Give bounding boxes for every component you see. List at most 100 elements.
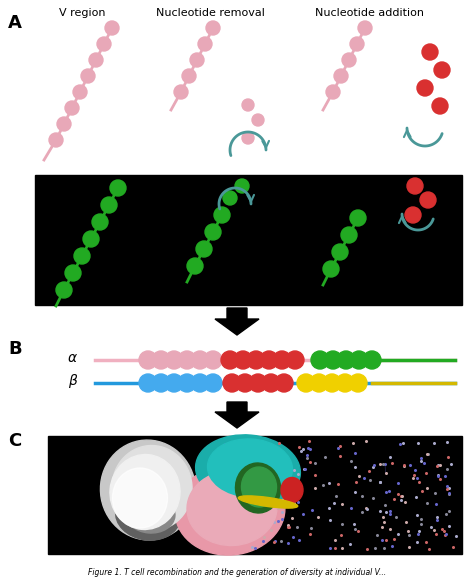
Circle shape	[204, 374, 222, 392]
Circle shape	[204, 351, 222, 369]
Circle shape	[81, 69, 95, 83]
Ellipse shape	[112, 468, 167, 528]
Circle shape	[178, 374, 196, 392]
Bar	[48, 436, 462, 554]
Text: C: C	[8, 432, 21, 450]
Bar	[35, 175, 462, 305]
Text: V region: V region	[59, 8, 105, 18]
Circle shape	[198, 37, 212, 51]
Circle shape	[349, 374, 367, 392]
Circle shape	[249, 374, 267, 392]
Circle shape	[73, 85, 87, 99]
Ellipse shape	[125, 495, 175, 533]
Circle shape	[174, 85, 188, 99]
Circle shape	[97, 37, 111, 51]
Circle shape	[178, 351, 196, 369]
Circle shape	[139, 351, 157, 369]
Circle shape	[191, 351, 209, 369]
Circle shape	[206, 21, 220, 35]
Circle shape	[323, 374, 341, 392]
Circle shape	[363, 351, 381, 369]
Circle shape	[247, 351, 265, 369]
Circle shape	[342, 53, 356, 67]
Circle shape	[252, 114, 264, 126]
Text: Nucleotide addition: Nucleotide addition	[316, 8, 425, 18]
Circle shape	[235, 179, 249, 193]
Ellipse shape	[281, 477, 303, 503]
Circle shape	[273, 351, 291, 369]
Ellipse shape	[100, 440, 196, 540]
Ellipse shape	[196, 435, 301, 505]
Circle shape	[407, 178, 423, 194]
Circle shape	[324, 351, 342, 369]
Circle shape	[223, 191, 237, 205]
Ellipse shape	[187, 470, 277, 546]
Circle shape	[49, 133, 63, 147]
Circle shape	[242, 132, 254, 144]
Circle shape	[105, 21, 119, 35]
Circle shape	[323, 261, 339, 277]
Circle shape	[139, 374, 157, 392]
Circle shape	[92, 214, 108, 230]
Circle shape	[152, 374, 170, 392]
Ellipse shape	[236, 463, 281, 513]
Circle shape	[350, 210, 366, 226]
Circle shape	[65, 265, 81, 281]
Circle shape	[196, 241, 212, 257]
Circle shape	[311, 351, 329, 369]
Circle shape	[434, 62, 450, 78]
Circle shape	[242, 99, 254, 111]
Text: B: B	[8, 340, 22, 358]
Circle shape	[334, 69, 348, 83]
Circle shape	[358, 21, 372, 35]
Circle shape	[420, 192, 436, 208]
Circle shape	[165, 351, 183, 369]
Ellipse shape	[175, 465, 285, 555]
Ellipse shape	[238, 496, 298, 508]
Circle shape	[350, 37, 364, 51]
Circle shape	[152, 351, 170, 369]
Circle shape	[297, 374, 315, 392]
Circle shape	[260, 351, 278, 369]
Circle shape	[187, 258, 203, 274]
Circle shape	[422, 44, 438, 60]
Circle shape	[326, 85, 340, 99]
Text: A: A	[8, 14, 22, 32]
Circle shape	[191, 374, 209, 392]
Text: Nucleotide removal: Nucleotide removal	[155, 8, 264, 18]
Ellipse shape	[208, 439, 292, 497]
Circle shape	[262, 374, 280, 392]
Circle shape	[417, 80, 433, 96]
Circle shape	[341, 227, 357, 243]
Ellipse shape	[112, 445, 192, 531]
Circle shape	[405, 207, 421, 223]
Circle shape	[350, 351, 368, 369]
Circle shape	[110, 180, 126, 196]
Circle shape	[236, 374, 254, 392]
Circle shape	[223, 374, 241, 392]
Circle shape	[56, 282, 72, 298]
Ellipse shape	[116, 490, 181, 540]
Polygon shape	[215, 308, 259, 335]
Circle shape	[286, 351, 304, 369]
Polygon shape	[215, 402, 259, 428]
Circle shape	[337, 351, 355, 369]
Circle shape	[190, 53, 204, 67]
Circle shape	[101, 197, 117, 213]
Ellipse shape	[110, 455, 180, 529]
Text: Figure 1. T cell recombination and the generation of diversity at individual V..: Figure 1. T cell recombination and the g…	[88, 568, 386, 577]
Circle shape	[65, 101, 79, 115]
Circle shape	[57, 117, 71, 131]
Circle shape	[74, 248, 90, 264]
Circle shape	[275, 374, 293, 392]
Circle shape	[332, 244, 348, 260]
Circle shape	[336, 374, 354, 392]
Circle shape	[83, 231, 99, 247]
Circle shape	[432, 98, 448, 114]
Ellipse shape	[241, 467, 276, 507]
Circle shape	[89, 53, 103, 67]
Text: β: β	[68, 374, 77, 388]
Circle shape	[221, 351, 239, 369]
Circle shape	[182, 69, 196, 83]
Circle shape	[234, 351, 252, 369]
